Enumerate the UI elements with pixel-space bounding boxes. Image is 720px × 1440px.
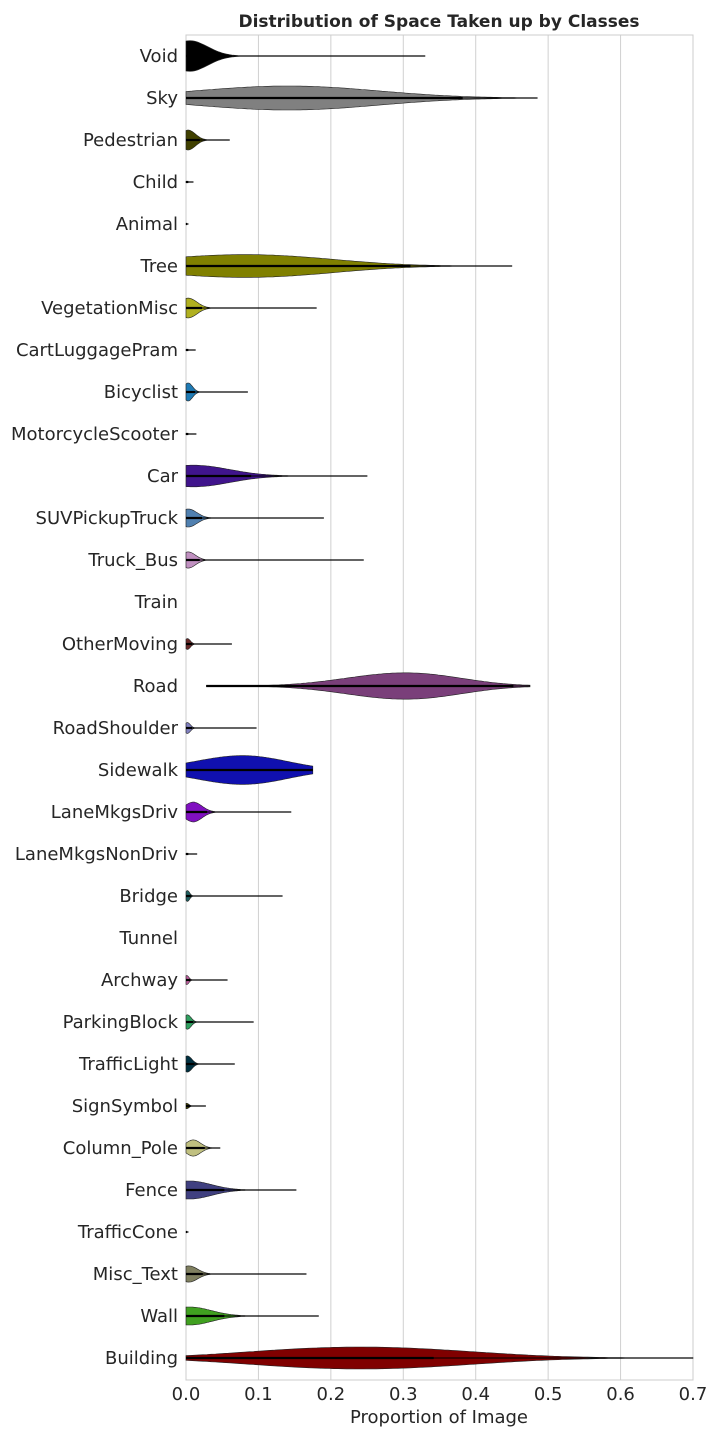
class-label: Sky (146, 88, 178, 109)
class-label: Child (133, 172, 178, 193)
class-label: Bridge (119, 886, 178, 907)
class-label: Building (105, 1348, 178, 1369)
class-label: Bicyclist (104, 382, 178, 403)
class-label: LaneMkgsNonDriv (15, 844, 178, 865)
x-tick-labels: 0.0 0.1 0.2 0.3 0.4 0.5 0.6 0.7 (172, 1384, 708, 1405)
class-label: MotorcycleScooter (11, 424, 179, 445)
class-label: TrafficCone (77, 1222, 178, 1243)
class-label: Truck_Bus (87, 550, 178, 571)
plot-frame (185, 34, 694, 1381)
class-label: OtherMoving (62, 634, 178, 655)
class-label: VegetationMisc (41, 298, 178, 319)
class-label: Void (140, 46, 178, 67)
gridlines (185, 35, 694, 1380)
class-label: TrafficLight (78, 1054, 178, 1075)
class-label: Archway (101, 970, 178, 991)
x-tick-label: 0.6 (606, 1384, 635, 1405)
class-label: RoadShoulder (53, 718, 179, 739)
x-tick-label: 0.4 (461, 1384, 490, 1405)
x-axis-label: Proportion of Image (350, 1407, 528, 1428)
class-label: Column_Pole (63, 1138, 178, 1159)
class-label: ParkingBlock (63, 1012, 179, 1033)
class-label: Train (134, 592, 178, 613)
class-label: Wall (140, 1306, 178, 1327)
class-label: SUVPickupTruck (36, 508, 179, 529)
class-label: Sidewalk (98, 760, 179, 781)
class-label: Pedestrian (83, 130, 178, 151)
chart-title: Distribution of Space Taken up by Classe… (238, 12, 639, 32)
x-tick-label: 0.0 (172, 1384, 201, 1405)
class-label: Fence (125, 1180, 178, 1201)
class-label: Road (133, 676, 178, 697)
x-tick-label: 0.5 (534, 1384, 563, 1405)
class-label: Tree (139, 256, 178, 277)
class-label: CartLuggagePram (16, 340, 178, 361)
class-labels: Void Sky Pedestrian Child Animal Tree Vegetati… (11, 46, 179, 1369)
x-tick-label: 0.3 (389, 1384, 418, 1405)
class-label: SignSymbol (72, 1096, 178, 1117)
class-label: LaneMkgsDriv (51, 802, 179, 823)
class-label: Misc_Text (93, 1264, 178, 1285)
x-tick-label: 0.1 (244, 1384, 273, 1405)
class-label: Tunnel (118, 928, 178, 949)
class-label: Animal (116, 214, 178, 235)
x-tick-label: 0.2 (317, 1384, 346, 1405)
violins (185, 40, 694, 1370)
x-tick-label: 0.7 (679, 1384, 708, 1405)
class-label: Car (147, 466, 179, 487)
